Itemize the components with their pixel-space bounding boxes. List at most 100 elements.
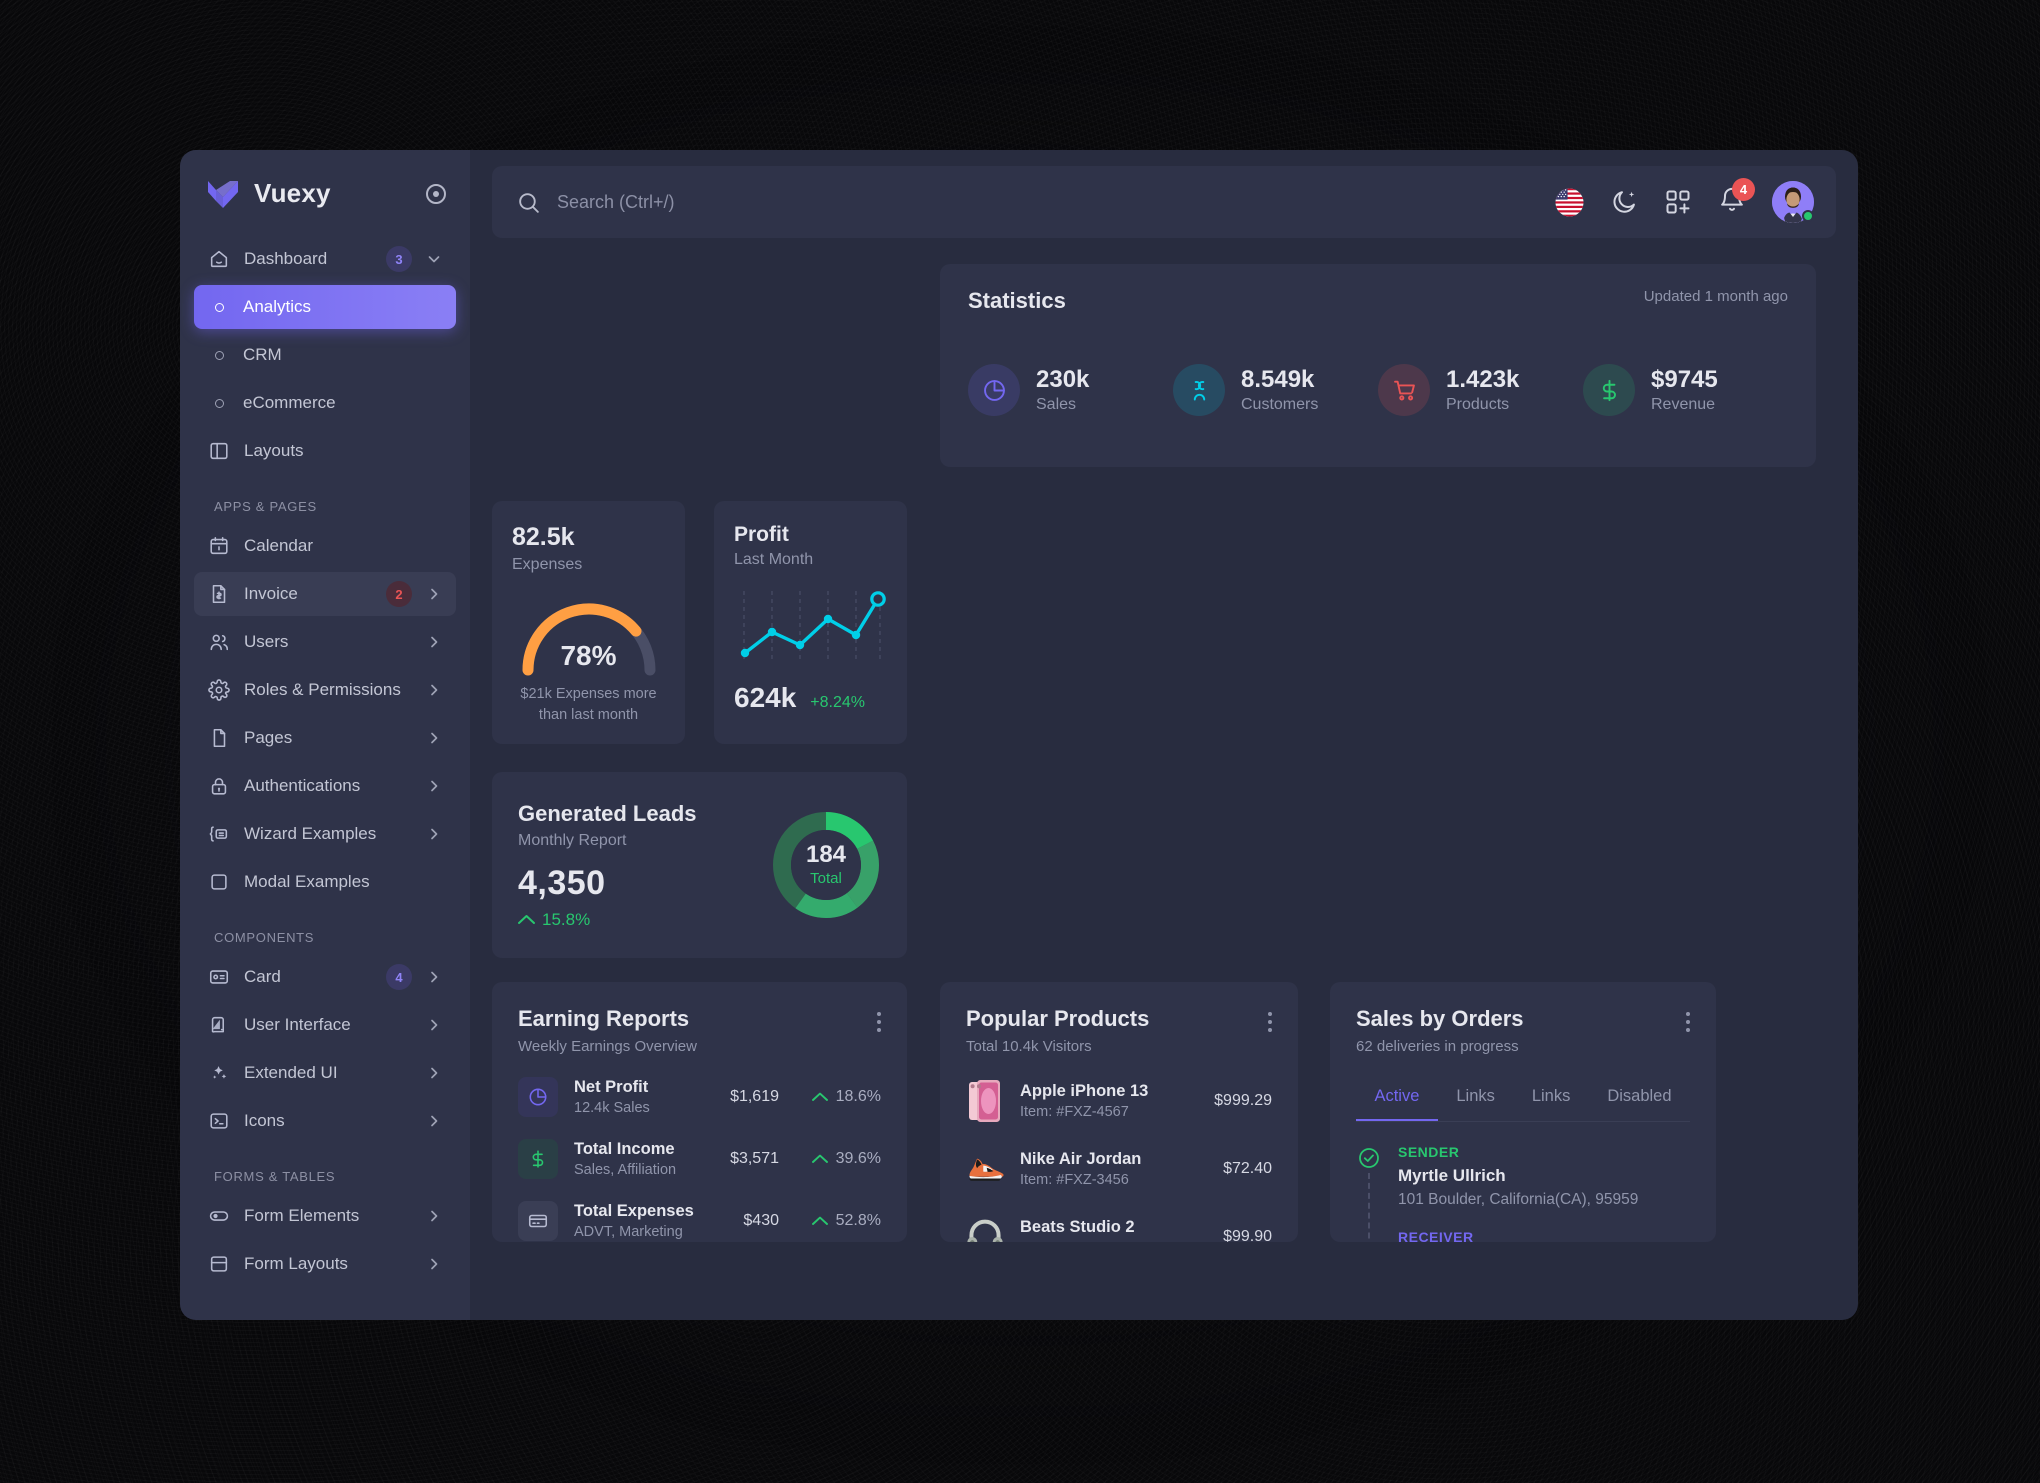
sidebar-item-ecommerce[interactable]: eCommerce [194,381,456,425]
product-name: Apple iPhone 13 [1020,1082,1149,1100]
expenses-footer: $21k Expenses more than last month [520,686,657,724]
sidebar-item-label: Dashboard [244,249,328,268]
more-vertical-icon[interactable] [877,1006,881,1032]
customers-icon [1193,380,1205,400]
tab-disabled-3[interactable]: Disabled [1607,1087,1672,1105]
sidebar-item-label: Card [244,967,281,986]
product-name: Beats Studio 2 [1020,1218,1135,1236]
chevron-right-icon [431,588,438,600]
sidebar-item-wizard-examples[interactable]: Wizard Examples [194,812,456,856]
pie-chart-icon [983,379,1005,401]
profit-subtitle: Last Month [734,551,814,568]
tab-links-2[interactable]: Links [1531,1087,1571,1105]
tab-links-1[interactable]: Links [1456,1087,1495,1105]
shipment-name: Myrtle Ullrich [1398,1166,1506,1185]
sidebar-item-calendar[interactable]: Calendar [194,524,456,568]
sidebar-item-label: Wizard Examples [244,824,377,843]
statistic-value: 8.549k [1241,365,1315,393]
profit-title: Profit [734,523,789,546]
us-flag-icon[interactable] [1555,187,1584,217]
popular-products-list: Apple iPhone 13 Item: #FXZ-4567 $999.29 … [966,1079,1272,1242]
chevron-right-icon [431,780,438,792]
page-icon [213,728,226,748]
gear-icon [208,679,230,701]
pie-chart-icon [529,1088,547,1106]
expenses-value: 82.5k [512,523,575,551]
sidebar-item-roles-permissions[interactable]: Roles & Permissions [194,668,456,712]
tab-active-0[interactable]: Active [1356,1077,1438,1121]
earning-row-name: Total Income [574,1140,675,1158]
shipment-role: RECEIVER [1398,1229,1474,1242]
top-navbar: 4 [492,166,1836,238]
sidebar-item-pages[interactable]: Pages [194,716,456,760]
statistics-card: Statistics Updated 1 month ago 230k Sale… [940,264,1816,467]
headphones-product-icon [967,1219,1003,1242]
popular-products-subtitle: Total 10.4k Visitors [966,1038,1092,1055]
expenses-percent: 78% [560,640,617,671]
sidebar-item-label: Extended UI [244,1063,338,1082]
shipment-timeline: SENDER Myrtle Ullrich 101 Boulder, Calif… [1356,1144,1690,1242]
sidebar-item-label: Invoice [244,584,298,603]
notifications-button[interactable]: 4 [1718,177,1755,219]
earning-row-amount: $3,571 [730,1150,779,1167]
sidebar-item-card[interactable]: Card 4 [194,955,456,999]
sidebar-item-users[interactable]: Users [194,620,456,664]
sidebar-item-label: Analytics [243,297,312,316]
collapse-circle-icon[interactable] [426,183,446,204]
earning-row-sub: 12.4k Sales [574,1100,650,1116]
moon-icon[interactable] [1610,188,1638,216]
sidebar-item-extended-ui[interactable]: Extended UI [194,1051,456,1095]
more-vertical-icon[interactable] [1686,1006,1690,1032]
sidebar-item-analytics[interactable]: Analytics [194,285,456,329]
avatar[interactable] [1772,181,1814,223]
arrow-up-icon [811,1216,828,1225]
sidebar-item-layouts[interactable]: Layouts [194,429,456,473]
shipment-party: RECEIVER Barry Schowalter 939 Orange, Ca… [1398,1229,1690,1242]
popular-products-card: Popular Products Total 10.4k Visitors Ap… [940,982,1298,1242]
more-vertical-icon[interactable] [1268,1006,1272,1032]
statistic-value: 230k [1036,365,1090,393]
search-input[interactable] [557,191,957,213]
product-thumbnail [966,1215,1004,1242]
arrow-up-icon [811,1092,828,1101]
app-window: Vuexy Dashboard 3 Analytics CRM eCommerce Lay… [180,150,1858,1320]
sidebar-item-user-interface[interactable]: User Interface [194,1003,456,1047]
sidebar-item-icons[interactable]: Icons [194,1099,456,1143]
arrow-up-icon [811,1154,828,1163]
ui-icon [211,1016,224,1033]
sidebar-item-invoice[interactable]: Invoice 2 [194,572,456,616]
sidebar-item-modal-examples[interactable]: Modal Examples [194,860,456,904]
sidebar-nav: Dashboard 3 Analytics CRM eCommerce Layouts AP… [180,227,470,1286]
dollar-icon-wrap [518,1139,558,1179]
grid-plus-icon[interactable] [1664,188,1692,216]
sidebar-item-label: eCommerce [243,393,336,412]
sidebar-item-label: Layouts [244,441,304,460]
sidebar-item-form-layouts[interactable]: Form Layouts [194,1242,456,1286]
list-item: Total Income Sales, Affiliation $3,571 3… [518,1139,881,1179]
sidebar-item-crm[interactable]: CRM [194,333,456,377]
earning-row-change: 18.6% [795,1088,881,1106]
sidebar-item-authentications[interactable]: Authentications [194,764,456,808]
sidebar-section-title: COMPONENTS [214,930,315,945]
sidebar-item-form-elements[interactable]: Form Elements [194,1194,456,1238]
statistic-item: $9745 Revenue [1583,364,1788,416]
product-price: $999.29 [1214,1092,1272,1109]
statistic-item: 230k Sales [968,364,1173,416]
expenses-label: Expenses [512,556,583,573]
shipment-party: SENDER Myrtle Ullrich 101 Boulder, Calif… [1398,1144,1690,1209]
card-icon [209,970,229,984]
profit-card: Profit Last Month [714,501,907,744]
sidebar-item-badge: 2 [386,581,412,607]
sales-by-orders-title: Sales by Orders [1356,1006,1524,1031]
sidebar-item-dashboard[interactable]: Dashboard 3 [194,237,456,281]
toggle-icon [209,1211,229,1221]
brand[interactable]: Vuexy [180,150,470,227]
sidebar-item-badge: 3 [386,246,412,272]
search-area[interactable] [516,190,1539,215]
chevron-down-icon [428,256,440,263]
search-icon [519,192,539,213]
earning-reports-list: Net Profit 12.4k Sales $1,619 18.6% Tota… [518,1077,881,1241]
terminal-icon [210,1113,228,1129]
product-name: Nike Air Jordan [1020,1150,1142,1168]
bullet-icon [215,302,224,312]
